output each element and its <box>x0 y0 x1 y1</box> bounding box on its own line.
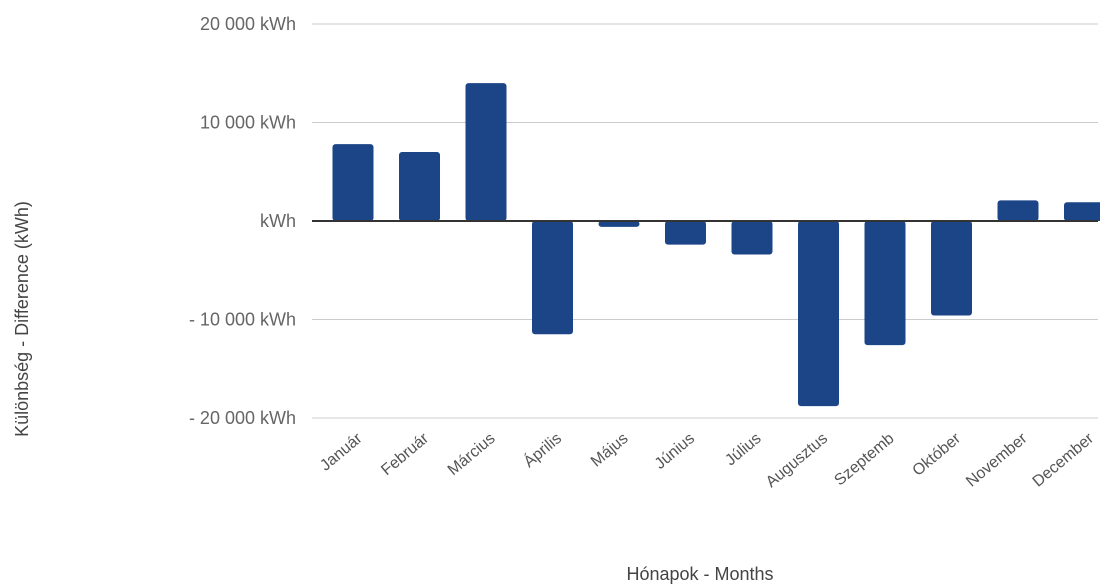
bar-december <box>1064 202 1100 221</box>
x-tick-label: Július <box>722 430 764 469</box>
bar-január <box>332 144 374 221</box>
x-tick-label: Augusztus <box>763 430 831 491</box>
x-tick-label: Április <box>519 429 565 472</box>
x-tick-label: Október <box>910 430 965 480</box>
bar-május <box>598 221 640 227</box>
x-axis-title: Hónapok - Months <box>626 564 773 584</box>
x-tick-label: November <box>963 430 1031 491</box>
bar-augusztus <box>798 221 839 407</box>
y-tick-label: 10 000 kWh <box>200 113 296 133</box>
x-tick-label: Május <box>588 430 632 470</box>
x-tick-label: Február <box>378 430 432 479</box>
y-tick-labels: 20 000 kWh 10 000 kWh kWh - 10 000 kWh - 20 … <box>189 14 296 428</box>
x-tick-label: Március <box>445 430 499 479</box>
bar-szeptemb <box>864 221 906 346</box>
x-category-labels: Január Február Március Április Május Június Jú… <box>317 429 1097 492</box>
y-axis-title: Különbség - Difference (kWh) <box>12 201 32 437</box>
x-tick-label: December <box>1030 430 1098 491</box>
x-tick-label: Január <box>317 430 366 475</box>
gridlines <box>312 23 1098 419</box>
bar-november <box>997 200 1039 221</box>
bar-július <box>731 221 773 255</box>
y-tick-label: 20 000 kWh <box>200 14 296 34</box>
y-tick-label: - 10 000 kWh <box>189 310 296 330</box>
bar-február <box>399 152 440 221</box>
y-tick-label: kWh <box>260 211 296 231</box>
x-tick-label: Szeptemb <box>831 430 897 489</box>
bars <box>332 83 1100 407</box>
bar-április <box>532 221 573 335</box>
y-tick-label: - 20 000 kWh <box>189 408 296 428</box>
bar-június <box>665 221 706 245</box>
bar-március <box>465 83 507 221</box>
bar-október <box>931 221 972 316</box>
x-tick-label: Június <box>652 430 698 473</box>
